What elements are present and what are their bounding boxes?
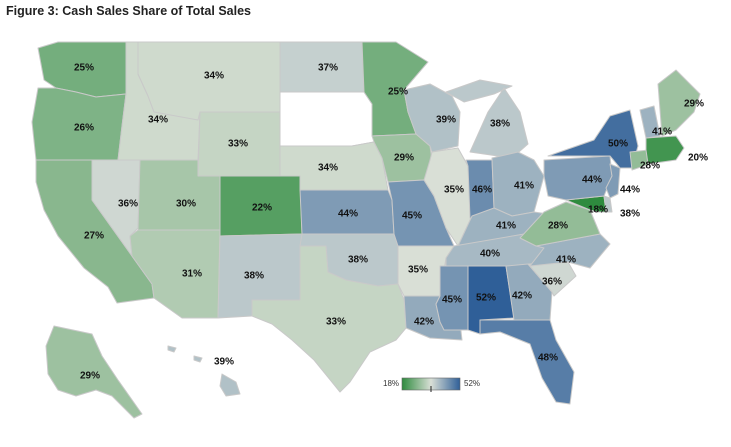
- state-ga: [505, 263, 553, 321]
- state-label-sc: 36%: [542, 277, 562, 288]
- state-label-hi: 39%: [214, 357, 234, 368]
- state-label-ia: 29%: [394, 153, 414, 164]
- state-label-ne: 34%: [318, 163, 338, 174]
- state-label-mo: 45%: [402, 211, 422, 222]
- state-label-in: 46%: [472, 185, 492, 196]
- state-label-nd: 37%: [318, 63, 338, 74]
- state-label-ms: 45%: [442, 295, 462, 306]
- state-ma: [645, 135, 685, 165]
- state-pa: [543, 155, 613, 201]
- state-de: [603, 195, 613, 213]
- state-nc: [529, 233, 611, 269]
- state-label-la: 42%: [414, 317, 434, 328]
- figure-title: Figure 3: Cash Sales Share of Total Sale…: [6, 4, 251, 18]
- legend-max-label: 52%: [464, 379, 480, 388]
- state-label-ks: 44%: [338, 209, 358, 220]
- labels-layer: 25% 26% 27% 36% 34% 34% 33% 30% 31% 22% 38% 37% 34% 4…: [74, 63, 708, 382]
- state-label-nm: 38%: [244, 271, 264, 282]
- state-label-id: 34%: [148, 115, 168, 126]
- state-label-co: 22%: [252, 203, 272, 214]
- state-label-mt: 34%: [204, 71, 224, 82]
- state-wi: [403, 83, 461, 153]
- state-tx: [251, 245, 407, 393]
- state-label-nj: 44%: [620, 185, 640, 196]
- state-label-wa: 25%: [74, 63, 94, 74]
- state-label-wy: 33%: [228, 139, 248, 150]
- state-il: [423, 147, 473, 247]
- state-hi: [167, 345, 241, 397]
- state-label-ok: 38%: [348, 255, 368, 266]
- legend-min-label: 18%: [383, 379, 399, 388]
- state-fl: [479, 319, 575, 405]
- state-label-il: 35%: [444, 185, 464, 196]
- state-label-md: 18%: [588, 205, 608, 216]
- state-ny: [547, 109, 639, 169]
- state-ak: [45, 325, 143, 419]
- state-label-az: 31%: [182, 269, 202, 280]
- state-label-va: 28%: [548, 221, 568, 232]
- state-label-me: 29%: [684, 99, 704, 110]
- state-label-de: 38%: [620, 209, 640, 220]
- state-label-ca: 27%: [84, 231, 104, 242]
- state-label-tx: 33%: [326, 317, 346, 328]
- state-label-wi: 39%: [436, 115, 456, 126]
- state-label-fl: 48%: [538, 353, 558, 364]
- state-vt: [639, 105, 661, 139]
- state-label-mn: 25%: [388, 87, 408, 98]
- state-label-nv: 36%: [118, 199, 138, 210]
- state-label-ut: 30%: [176, 199, 196, 210]
- state-label-ky: 41%: [496, 221, 516, 232]
- states-layer: [31, 41, 701, 419]
- state-label-ar: 35%: [408, 265, 428, 276]
- state-label-oh: 41%: [514, 181, 534, 192]
- state-me: [657, 69, 701, 137]
- state-label-ct: 28%: [640, 161, 660, 172]
- state-label-mi: 38%: [490, 119, 510, 130]
- state-label-ny: 50%: [608, 139, 628, 150]
- state-label-vt: 41%: [652, 127, 672, 138]
- state-label-ak: 29%: [80, 371, 100, 382]
- state-label-nc: 41%: [556, 255, 576, 266]
- state-label-tn: 40%: [480, 249, 500, 260]
- state-label-pa: 44%: [582, 175, 602, 186]
- state-label-ma: 20%: [688, 153, 708, 164]
- state-sd: [279, 91, 375, 147]
- state-label-ga: 42%: [512, 291, 532, 302]
- state-label-or: 26%: [74, 123, 94, 134]
- state-label-al: 52%: [476, 293, 496, 304]
- color-legend: 18% 52%: [383, 377, 480, 392]
